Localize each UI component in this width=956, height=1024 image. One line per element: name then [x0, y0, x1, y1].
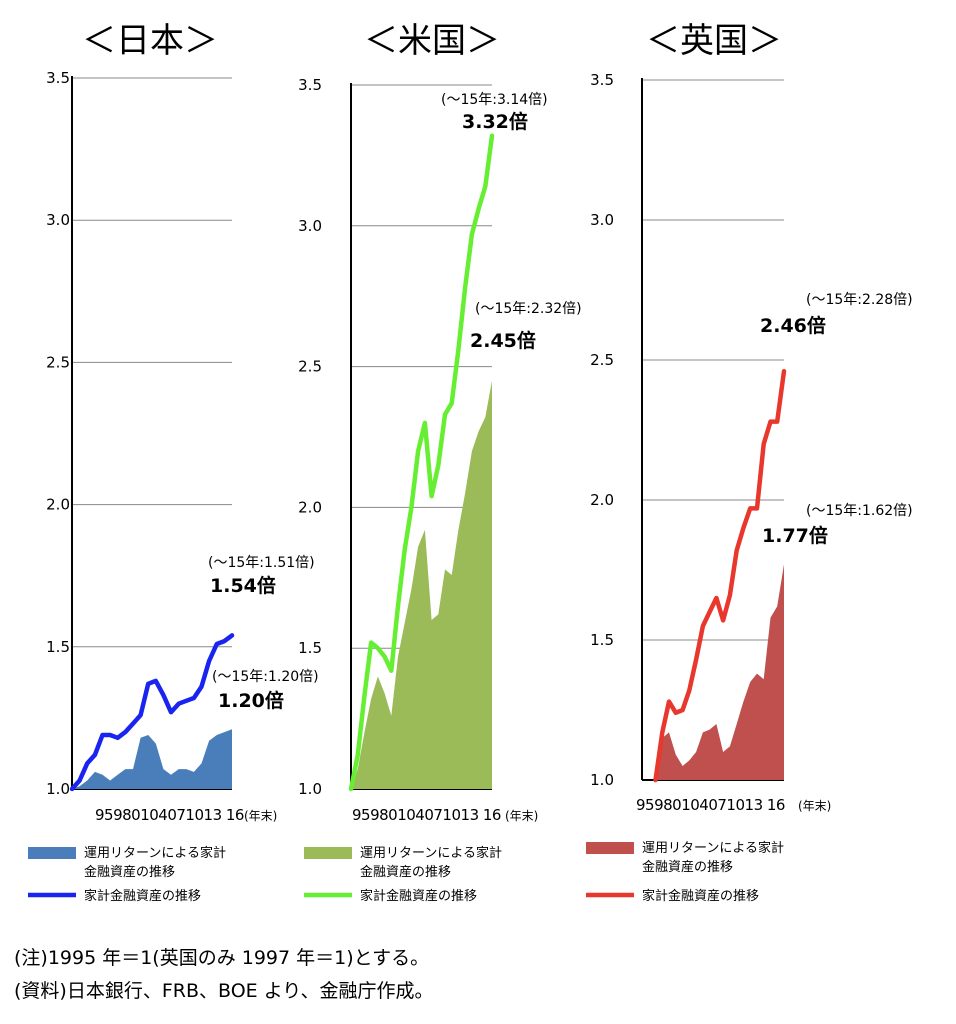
line-series-total — [69, 633, 235, 792]
legend-label-area: 金融資産の推移 — [360, 864, 451, 880]
annotation-note: (～15年:3.14倍) — [441, 92, 548, 108]
y-tick-label: 1.0 — [46, 780, 70, 798]
annotation-note: (～15年:2.32倍) — [475, 301, 582, 317]
legend-label-line: 家計金融資産の推移 — [360, 888, 477, 904]
annotation-value: 1.20倍 — [218, 689, 284, 712]
line-series-total — [348, 133, 495, 792]
annotation-note: (～15年:2.28倍) — [806, 292, 913, 308]
legend-label-area: 金融資産の推移 — [84, 864, 175, 880]
annotation-note: (～15年:1.51倍) — [208, 555, 315, 571]
area-series-return — [655, 564, 784, 780]
annotation-note: (～15年:1.20倍) — [212, 669, 319, 685]
area-series-return — [72, 729, 232, 789]
annotation-value: 3.32倍 — [462, 110, 528, 133]
y-tick-label: 1.0 — [590, 771, 614, 789]
y-tick-label: 1.5 — [46, 638, 70, 656]
legend-label-line: 家計金融資産の推移 — [642, 888, 759, 904]
y-tick-label: 2.0 — [590, 491, 614, 509]
x-axis-label: (年末) — [505, 809, 538, 823]
y-tick-label: 3.0 — [590, 211, 614, 229]
legend-swatch-area — [304, 847, 352, 859]
legend-label-area: 金融資産の推移 — [642, 859, 733, 875]
x-tick-labels: 95980104071013 16 — [352, 806, 501, 824]
panel-title: ＜英国＞ — [646, 21, 782, 61]
source-text: (資料)日本銀行、FRB、BOE より、金融庁作成。 — [14, 980, 434, 1002]
legend-swatch-area — [586, 842, 634, 854]
annotation-value: 1.77倍 — [762, 524, 828, 547]
note-text: (注)1995 年＝1(英国のみ 1997 年＝1)とする。 — [14, 947, 430, 969]
annotation-value: 2.46倍 — [760, 314, 826, 337]
legend-label-area: 運用リターンによる家計 — [642, 840, 784, 856]
area-series-return — [351, 380, 492, 789]
footnotes: (注)1995 年＝1(英国のみ 1997 年＝1)とする。 (資料)日本銀行、… — [14, 942, 944, 1008]
annotation-note: (～15年:1.62倍) — [806, 503, 913, 519]
legend-swatch-area — [28, 847, 76, 859]
y-tick-label: 2.5 — [298, 358, 322, 376]
y-tick-label: 3.5 — [46, 69, 70, 87]
y-tick-label: 1.5 — [298, 639, 322, 657]
y-tick-label: 3.0 — [46, 211, 70, 229]
line-series-total — [653, 368, 787, 783]
panel-title: ＜米国＞ — [364, 21, 500, 61]
y-tick-label: 1.5 — [590, 631, 614, 649]
x-tick-labels: 95980104071013 16 — [95, 806, 244, 824]
y-tick-label: 1.0 — [298, 780, 322, 798]
y-tick-label: 3.5 — [590, 71, 614, 89]
legend-label-area: 運用リターンによる家計 — [360, 845, 502, 861]
x-axis-label: (年末) — [244, 809, 277, 823]
x-tick-labels: 95980104071013 16 — [636, 796, 785, 814]
legend-label-area: 運用リターンによる家計 — [84, 845, 226, 861]
y-tick-label: 2.0 — [298, 498, 322, 516]
y-tick-label: 3.0 — [298, 217, 322, 235]
annotation-value: 1.54倍 — [210, 574, 276, 597]
x-axis-label: (年末) — [798, 799, 831, 813]
y-tick-label: 2.5 — [590, 351, 614, 369]
annotation-value: 2.45倍 — [470, 329, 536, 352]
y-tick-label: 3.5 — [298, 76, 322, 94]
legend-label-line: 家計金融資産の推移 — [84, 888, 201, 904]
y-tick-label: 2.0 — [46, 496, 70, 514]
panel-title: ＜日本＞ — [82, 21, 218, 61]
y-tick-label: 2.5 — [46, 353, 70, 371]
